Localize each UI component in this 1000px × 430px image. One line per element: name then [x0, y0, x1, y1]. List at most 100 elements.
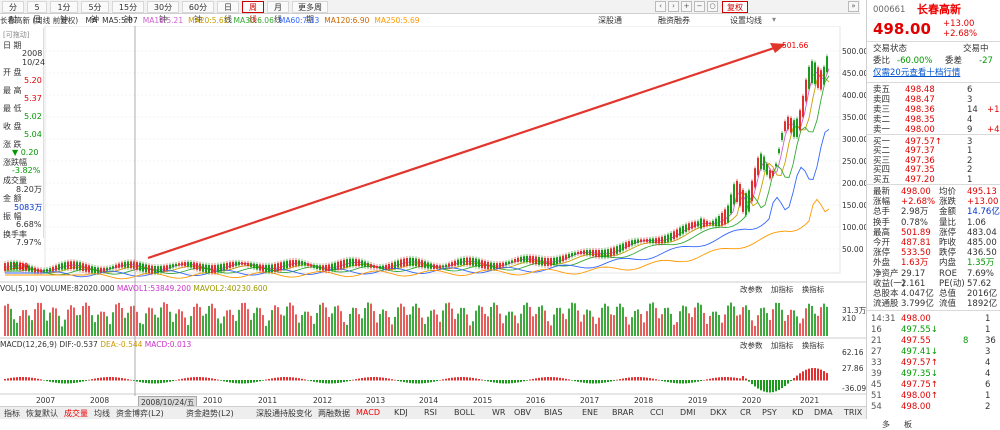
macd-bar: [391, 379, 393, 381]
period-tab-2[interactable]: 1分钟: [50, 1, 78, 24]
volume-bar: [625, 316, 627, 336]
candle-body: [184, 261, 186, 267]
macd-bar: [676, 380, 678, 384]
amplitude-label: 振 幅: [3, 212, 22, 221]
indicator-tab-11[interactable]: BOLL: [454, 408, 475, 417]
drag-hint[interactable]: [可拖动]: [3, 31, 30, 39]
macd-bar: [46, 380, 48, 382]
macd-bar: [139, 380, 141, 383]
vol-add-indicator[interactable]: 加指标: [770, 285, 794, 294]
volume-bar: [559, 307, 561, 336]
macd-bar: [97, 378, 99, 381]
indicator-tab-13[interactable]: OBV: [514, 408, 532, 417]
macd-bar: [406, 380, 408, 383]
macd-edit-params[interactable]: 改参数: [740, 341, 763, 350]
candle-body: [241, 262, 243, 265]
indicator-tab-5[interactable]: 资金趋势(L2): [186, 409, 234, 418]
candle-body: [46, 269, 48, 272]
indicator-tab-14[interactable]: BIAS: [544, 408, 563, 417]
indicator-tab-2[interactable]: 成交量: [64, 409, 88, 418]
fq-button[interactable]: 复权: [722, 1, 748, 13]
indicator-tab-20[interactable]: CR: [740, 408, 752, 417]
ma-settings-arrow-icon[interactable]: ▾: [772, 15, 777, 24]
volume-bar: [784, 320, 786, 336]
reset-icon[interactable]: ○: [707, 1, 718, 12]
period-tab-10[interactable]: 更多周期: [292, 1, 328, 24]
volume-bar: [493, 302, 495, 336]
next-icon[interactable]: ›: [668, 1, 679, 12]
ask-label: 卖五: [873, 85, 891, 95]
vol-edit-params[interactable]: 改参数: [740, 285, 763, 294]
stat-value-2: 1892亿: [967, 299, 998, 310]
indicator-tab-19[interactable]: DKX: [710, 408, 727, 417]
candle-body: [403, 258, 405, 267]
volume-bar: [604, 303, 606, 336]
indicator-tab-7[interactable]: 两融数据: [318, 409, 350, 418]
indicator-tab-21[interactable]: PSY: [762, 408, 777, 417]
ma-settings-button[interactable]: 设置均线: [730, 16, 762, 25]
period-tab-8[interactable]: 周线: [242, 1, 264, 24]
indicator-tab-17[interactable]: CCI: [650, 408, 664, 417]
candle-body: [163, 265, 165, 272]
indicator-tab-16[interactable]: BRAR: [612, 408, 634, 417]
period-tab-3[interactable]: 5分钟: [81, 1, 109, 24]
indicator-tab-8[interactable]: MACD: [356, 408, 380, 417]
indicator-tab-1[interactable]: 恢复默认: [26, 409, 58, 418]
indicator-tab-0[interactable]: 指标: [4, 409, 20, 418]
candle-body: [301, 261, 303, 266]
macd-bar: [586, 380, 588, 384]
bid-row: 买一 497.57↑ 3: [867, 137, 1000, 147]
period-tab-1[interactable]: 5日: [27, 1, 47, 24]
indicator-tab-4[interactable]: 资金博弈(L2): [116, 409, 164, 418]
tick-row: 45 497.75↑ 6: [867, 380, 1000, 390]
macd-switch-indicator[interactable]: 换指标: [801, 341, 825, 350]
period-tab-5[interactable]: 30分钟: [147, 1, 179, 24]
kline-chart[interactable]: [0, 26, 866, 406]
volume-bar: [61, 326, 63, 336]
shenzhen-button[interactable]: 深股通: [598, 16, 622, 25]
macd-bar: [721, 377, 723, 381]
candle-body: [781, 132, 783, 140]
volume-bar: [154, 314, 156, 336]
candle-body: [262, 264, 264, 272]
macd-add-indicator[interactable]: 加指标: [770, 341, 794, 350]
candle-body: [436, 264, 438, 269]
zoom-out-icon[interactable]: −: [694, 1, 705, 12]
volume-bar: [442, 310, 444, 336]
zoom-in-icon[interactable]: +: [681, 1, 692, 12]
indicator-tab-9[interactable]: KDJ: [394, 408, 408, 417]
level2-promo-link[interactable]: 仅需20元查看十档行情: [873, 68, 961, 78]
prev-icon[interactable]: ‹: [655, 1, 666, 12]
margin-button[interactable]: 融资融券: [658, 16, 690, 25]
volume-bar: [16, 322, 18, 336]
period-tab-6[interactable]: 60分钟: [182, 1, 214, 24]
indicator-tab-10[interactable]: RSI: [424, 408, 437, 417]
volume-bar: [433, 309, 435, 336]
pct-value: -3.82%: [12, 166, 41, 175]
macd-bar: [565, 378, 567, 381]
indicator-tab-12[interactable]: WR: [492, 408, 506, 417]
indicator-tab-3[interactable]: 均线: [94, 409, 110, 418]
tick-volume: 6: [985, 380, 991, 390]
ask-price: 498.48: [905, 85, 935, 95]
macd-bar: [289, 377, 291, 381]
indicator-tab-6[interactable]: 深股通持股变化: [256, 409, 312, 418]
period-tab-4[interactable]: 15分钟: [112, 1, 144, 24]
vol-switch-indicator[interactable]: 换指标: [801, 285, 825, 294]
macd-bar: [229, 380, 231, 383]
indicator-tab-22[interactable]: KD: [792, 408, 804, 417]
candle-body: [568, 253, 570, 259]
volume-bar: [667, 307, 669, 336]
indicator-tab-18[interactable]: DMI: [680, 408, 696, 417]
period-tab-0[interactable]: 分时: [2, 1, 24, 24]
indicator-tab-24[interactable]: TRIX: [844, 408, 863, 417]
collapse-icon[interactable]: »: [848, 1, 859, 12]
candle-body: [283, 261, 285, 270]
macd-bar: [349, 380, 351, 381]
volume-bar: [274, 305, 276, 336]
indicator-tab-15[interactable]: ENE: [582, 408, 599, 417]
volume-bar: [826, 306, 828, 336]
period-tab-9[interactable]: 月线: [267, 1, 289, 24]
period-tab-7[interactable]: 日线: [217, 1, 239, 24]
indicator-tab-23[interactable]: DMA: [814, 408, 833, 417]
